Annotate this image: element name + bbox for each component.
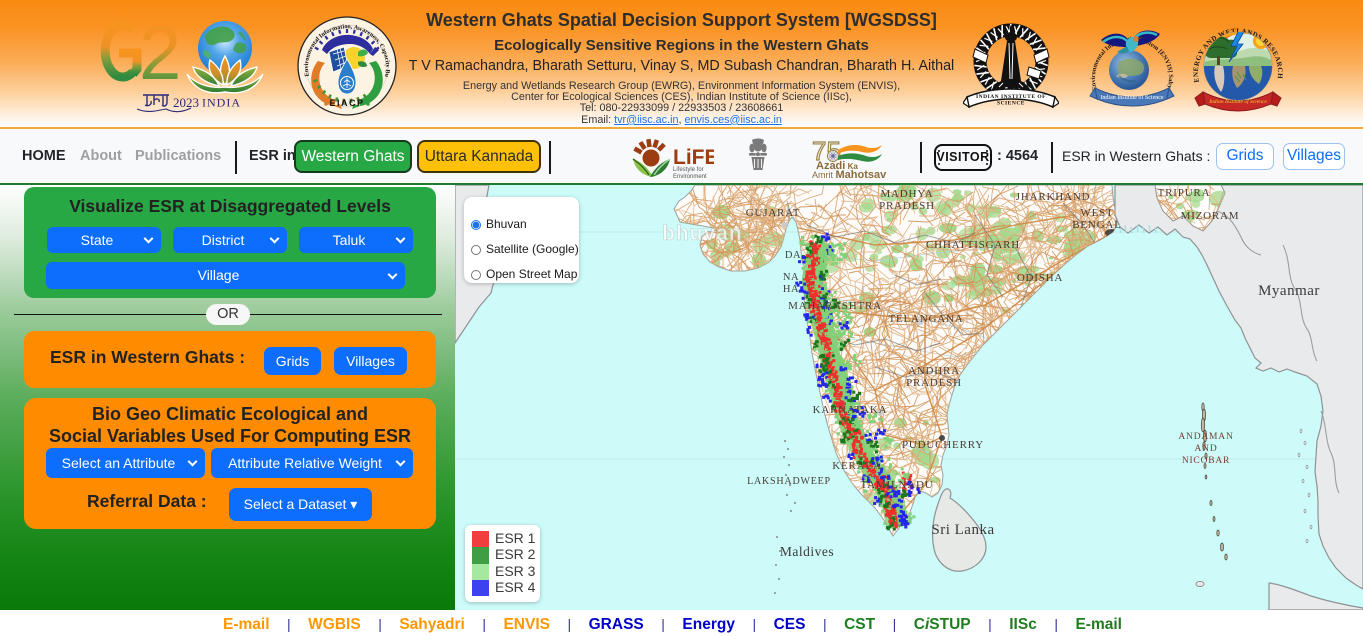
svg-text:BENGAL: BENGAL <box>1072 219 1121 231</box>
svg-text:LAKSHADWEEP: LAKSHADWEEP <box>747 476 831 487</box>
svg-text:Amrit Mahotsav: Amrit Mahotsav <box>812 169 887 180</box>
svg-text:Lifestyle for: Lifestyle for <box>673 167 704 173</box>
svg-text:Azadi Ka: Azadi Ka <box>816 160 858 172</box>
svg-text:PRADESH: PRADESH <box>906 377 962 389</box>
svg-text:MADHYA: MADHYA <box>880 188 933 200</box>
svg-text:Myanmar: Myanmar <box>1258 283 1320 299</box>
svg-text:KERALA: KERALA <box>832 460 881 472</box>
svg-text:Indian Institute of Science: Indian Institute of Science <box>1100 94 1163 101</box>
svg-text:INDIA: INDIA <box>202 96 241 110</box>
svg-text:TAMILNADU: TAMILNADU <box>861 479 934 491</box>
svg-text:SCIENCE: SCIENCE <box>997 101 1025 107</box>
svg-text:ANDAMAN: ANDAMAN <box>1178 432 1233 442</box>
svg-text:DA: DA <box>785 250 801 261</box>
svg-text:ODISHA: ODISHA <box>1017 272 1063 284</box>
svg-text:2023: 2023 <box>173 95 199 110</box>
svg-text:PUDUCHERRY: PUDUCHERRY <box>902 439 984 451</box>
svg-text:PRADESH: PRADESH <box>879 200 935 212</box>
svg-text:TELANGANA: TELANGANA <box>888 313 963 325</box>
svg-text:WEST: WEST <box>1080 207 1113 219</box>
svg-text:bhuvan: bhuvan <box>662 222 743 245</box>
svg-text:NA: NA <box>783 272 799 283</box>
svg-text:AND: AND <box>1195 444 1218 454</box>
svg-text:Maldives: Maldives <box>780 544 834 559</box>
svg-text:LiFE: LiFE <box>673 146 714 169</box>
svg-text:HA: HA <box>783 284 799 295</box>
svg-text:MAHARASHTRA: MAHARASHTRA <box>788 300 882 312</box>
svg-text:MIZORAM: MIZORAM <box>1181 210 1240 222</box>
svg-text:Sri Lanka: Sri Lanka <box>931 522 994 538</box>
svg-text:2: 2 <box>139 17 181 96</box>
svg-text:TRIPURA: TRIPURA <box>1158 187 1211 199</box>
svg-text:INDIAN INSTITUTE OF: INDIAN INSTITUTE OF <box>976 94 1046 100</box>
svg-text:Environment: Environment <box>673 174 707 179</box>
svg-text:KARNATAKA: KARNATAKA <box>813 404 888 416</box>
svg-text:EIACP: EIACP <box>329 98 364 108</box>
svg-text:JHARKHAND: JHARKHAND <box>1016 191 1090 203</box>
svg-text:ANDHRA: ANDHRA <box>908 365 960 377</box>
svg-text:NICOBAR: NICOBAR <box>1182 456 1230 466</box>
svg-text:CHHATTISGARH: CHHATTISGARH <box>926 239 1020 251</box>
svg-text:GUJARAT: GUJARAT <box>746 207 801 219</box>
svg-text:Indian Institute of Science: Indian Institute of Science <box>1208 98 1267 105</box>
